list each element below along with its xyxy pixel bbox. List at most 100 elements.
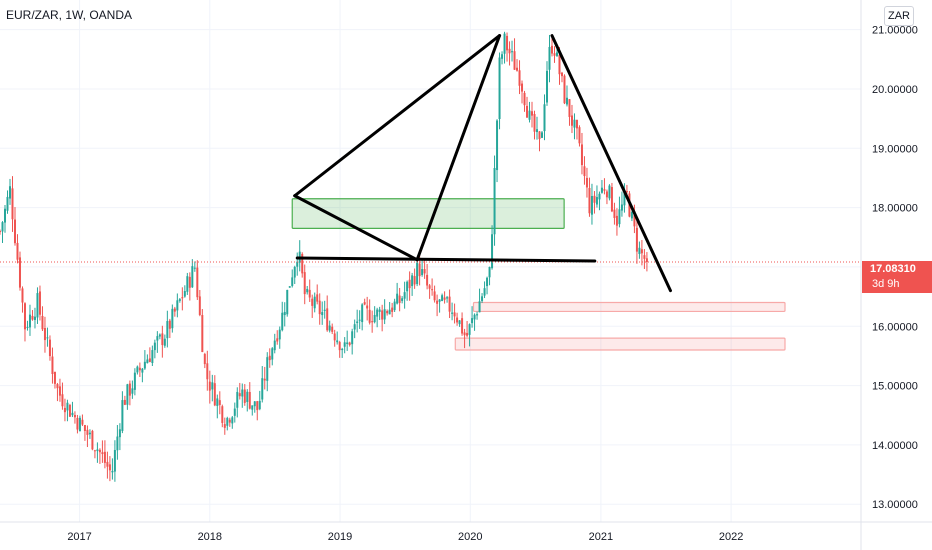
line-b (293, 194, 419, 262)
candle-body (78, 417, 81, 432)
candle-body (121, 400, 124, 431)
candle-body (476, 314, 479, 316)
candle-body (256, 401, 259, 411)
trend-lines (293, 34, 672, 293)
candle-body (86, 429, 89, 435)
candle-body (71, 412, 74, 416)
candle-body (443, 297, 446, 300)
candle-body (578, 127, 581, 144)
candle-body (183, 291, 186, 297)
candle-body (433, 291, 436, 301)
candle-body (143, 361, 146, 369)
candle-body (608, 185, 611, 199)
candle-body (491, 234, 494, 269)
demand-zone-lower (454, 337, 786, 351)
candle-body (281, 312, 284, 331)
candle-body (518, 70, 521, 86)
candle-body (418, 263, 421, 277)
candle-body (278, 329, 281, 340)
candle-body (51, 356, 54, 374)
candle-body (486, 277, 489, 287)
candle-body (41, 315, 44, 330)
candle-body (595, 197, 598, 205)
candle-body (406, 281, 409, 292)
candle-body (391, 307, 394, 312)
candle-body (196, 267, 199, 298)
candle-body (396, 293, 399, 304)
candle-body (481, 296, 484, 302)
candle-body (258, 400, 261, 410)
candle-body (31, 315, 34, 320)
candle-body (408, 279, 411, 289)
candle-body (555, 52, 558, 56)
candle-body (176, 300, 179, 311)
candle-body (353, 324, 356, 330)
candle-body (173, 308, 176, 312)
candle-body (436, 300, 439, 304)
last-price-tag: 17.08310 3d 9h (862, 261, 932, 293)
candle-body (553, 53, 556, 56)
candle-body (33, 316, 36, 320)
candle-body (23, 303, 26, 330)
candle-body (403, 292, 406, 299)
candle-body (496, 120, 499, 171)
candle-body (16, 242, 19, 260)
time-axis[interactable]: 2017 2018 2019 2020 2021 2022 (67, 531, 743, 543)
candle-body (588, 187, 591, 214)
candle-body (456, 317, 459, 323)
candle-body (138, 367, 141, 371)
candle-body (133, 372, 136, 390)
candle-body (166, 321, 169, 339)
candle-body (508, 48, 511, 54)
candle-body (76, 417, 79, 430)
candle-body (311, 298, 314, 306)
candle-body (383, 309, 386, 320)
candle-body (493, 167, 496, 235)
candle-body (358, 319, 361, 321)
candle-body (431, 289, 434, 291)
candle-body (541, 132, 544, 138)
candle-body (231, 417, 234, 424)
candle-body (81, 419, 84, 425)
candle-body (513, 51, 516, 70)
candle-body (273, 340, 276, 351)
candle-body (288, 286, 291, 288)
candle-body (296, 261, 299, 267)
bar-countdown: 3d 9h (872, 278, 900, 290)
candle-body (568, 99, 571, 117)
candle-body (1, 222, 4, 232)
demand-zone-upper (472, 301, 786, 313)
candle-body (53, 371, 56, 384)
candle-body (376, 309, 379, 317)
candle-body (615, 215, 618, 226)
candle-body (13, 219, 16, 244)
candle-body (635, 227, 638, 252)
candle-body (570, 115, 573, 126)
candle-body (18, 257, 21, 288)
candle-body (548, 46, 551, 70)
candle-body (351, 331, 354, 345)
candle-body (208, 381, 211, 391)
candle-body (533, 113, 536, 132)
candle-body (113, 450, 116, 472)
candles (0, 31, 648, 482)
currency-button[interactable]: ZAR (884, 6, 914, 26)
y-tick-label: 21.00000 (872, 25, 918, 37)
candle-body (213, 383, 216, 406)
candle-body (248, 391, 251, 409)
candle-body (286, 289, 289, 315)
candle-body (151, 350, 154, 363)
candle-body (148, 358, 151, 362)
candle-body (263, 378, 266, 381)
candle-body (253, 401, 256, 407)
candle-body (448, 296, 451, 312)
candle-body (531, 111, 534, 116)
candle-body (640, 249, 643, 254)
candle-body (603, 189, 606, 191)
candle-body (638, 247, 641, 254)
candle-body (413, 276, 416, 285)
candle-body (598, 193, 601, 200)
candle-body (63, 407, 66, 413)
